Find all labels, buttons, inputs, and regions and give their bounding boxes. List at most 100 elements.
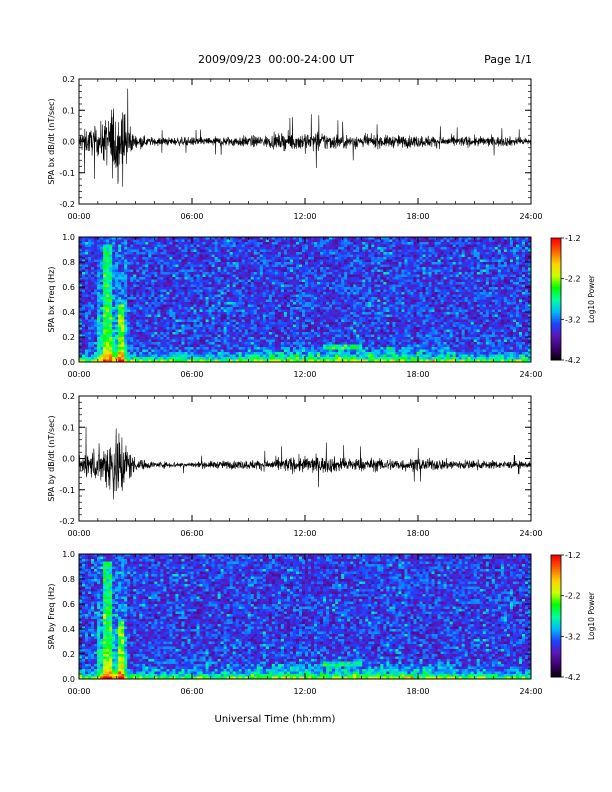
spectrogram-cell — [286, 314, 291, 318]
spectrogram-cell — [295, 292, 300, 295]
spectrogram-cell — [169, 272, 173, 275]
spectrogram-cell — [124, 237, 128, 240]
spectrogram-cell — [241, 357, 246, 360]
spectrogram-cell — [148, 312, 152, 315]
spectrogram-cell — [356, 282, 360, 285]
spectrogram-cell — [314, 244, 318, 248]
spectrogram-cell — [332, 247, 336, 250]
spectrogram-cell — [362, 312, 366, 315]
spectrogram-cell — [338, 312, 342, 315]
spectrogram-cell — [268, 292, 273, 295]
spectrogram-cell — [175, 257, 179, 260]
spectrogram-cell — [211, 319, 215, 323]
spectrogram-cell — [178, 257, 182, 260]
spectrogram-cell — [133, 247, 137, 250]
spectrogram-cell — [280, 319, 285, 323]
spectrogram-cell — [295, 342, 300, 345]
spectrogram-cell — [88, 292, 92, 295]
spectrogram-cell — [359, 274, 363, 278]
spectrogram-cell — [256, 314, 261, 318]
spectrogram-cell — [229, 274, 234, 278]
spectrogram-cell — [238, 267, 243, 270]
spectrogram-cell — [320, 249, 324, 253]
spectrogram-cell — [311, 309, 315, 313]
spectrogram-cell — [145, 294, 149, 298]
spectrogram-cell — [262, 294, 267, 298]
spectrogram-cell — [314, 307, 318, 310]
spectrogram-cell — [301, 359, 306, 363]
spectrogram-cell — [82, 252, 86, 255]
spectrogram-cell — [160, 322, 164, 325]
spectrogram-cell — [97, 319, 101, 323]
spectrogram-cell — [124, 279, 128, 283]
spectrogram-cell — [244, 314, 249, 318]
spectrogram-cell — [118, 282, 122, 285]
spectrogram-cell — [205, 302, 209, 305]
spectrogram-cell — [175, 274, 179, 278]
spectrogram-cell — [341, 327, 345, 330]
spectrogram-cell — [308, 344, 312, 348]
spectrogram-cell — [365, 287, 369, 290]
spectrogram-cell — [223, 247, 228, 250]
spectrogram-cell — [163, 289, 167, 293]
spectrogram-cell — [292, 339, 297, 343]
spectrogram-cell — [274, 357, 279, 360]
spectrogram-cell — [109, 329, 113, 333]
spectrogram-cell — [265, 312, 270, 315]
spectrogram-cell — [283, 282, 288, 285]
spectrogram-cell — [94, 322, 98, 325]
spectrogram-cell — [250, 259, 255, 263]
spectrogram-cell — [79, 287, 83, 290]
spectrogram-cell — [350, 237, 354, 240]
spectrogram-cell — [214, 352, 219, 355]
spectrogram-cell — [124, 277, 128, 280]
spectrogram-cell — [124, 317, 128, 320]
spectrogram-cell — [250, 314, 255, 318]
spectrogram-cell — [305, 347, 309, 350]
spectrogram-cell — [365, 329, 369, 333]
spectrogram-cell — [247, 354, 252, 358]
spectrogram-cell — [205, 272, 209, 275]
spectrogram-cell — [323, 279, 327, 283]
spectrogram-cell — [250, 342, 255, 345]
spectrogram-cell — [94, 329, 98, 333]
spectrogram-cell — [335, 287, 339, 290]
spectrogram-cell — [301, 292, 306, 295]
spectrogram-cell — [205, 279, 209, 283]
spectrogram-cell — [172, 242, 176, 245]
spectrogram-cell — [136, 282, 140, 285]
spectrogram-cell — [223, 302, 228, 305]
spectrogram-cell — [271, 269, 276, 273]
spectrogram-cell — [286, 349, 291, 353]
spectrogram-cell — [265, 287, 270, 290]
spectrogram-cell — [220, 359, 225, 363]
spectrogram-cell — [100, 264, 104, 268]
spectrogram-cell — [85, 294, 89, 298]
spectrogram-cell — [335, 284, 339, 288]
spectrogram-cell — [100, 319, 104, 323]
spectrogram-cell — [308, 267, 312, 270]
spectrogram-cell — [359, 344, 363, 348]
spectrogram-cell — [247, 337, 252, 340]
spectrogram-cell — [250, 347, 255, 350]
spectrogram-cell — [308, 319, 312, 323]
spectrogram-cell — [94, 274, 98, 278]
spectrogram-cell — [271, 262, 276, 265]
spectrogram-cell — [362, 322, 366, 325]
spectrogram-cell — [365, 277, 369, 280]
spectrogram-cell — [365, 279, 369, 283]
spectrogram-cell — [91, 249, 95, 253]
spectrogram-cell — [145, 267, 149, 270]
spectrogram-cell — [320, 332, 324, 335]
spectrogram-cell — [365, 342, 369, 345]
spectrogram-cell — [190, 344, 194, 348]
spectrogram-cell — [344, 329, 348, 333]
spectrogram-cell — [166, 249, 170, 253]
spectrogram-cell — [139, 354, 143, 358]
spectrogram-cell — [320, 242, 324, 245]
spectrogram-cell — [359, 304, 363, 308]
spectrogram-cell — [142, 357, 146, 360]
spectrogram-cell — [88, 314, 92, 318]
spectrogram-cell — [79, 262, 83, 265]
spectrogram-cell — [160, 329, 164, 333]
